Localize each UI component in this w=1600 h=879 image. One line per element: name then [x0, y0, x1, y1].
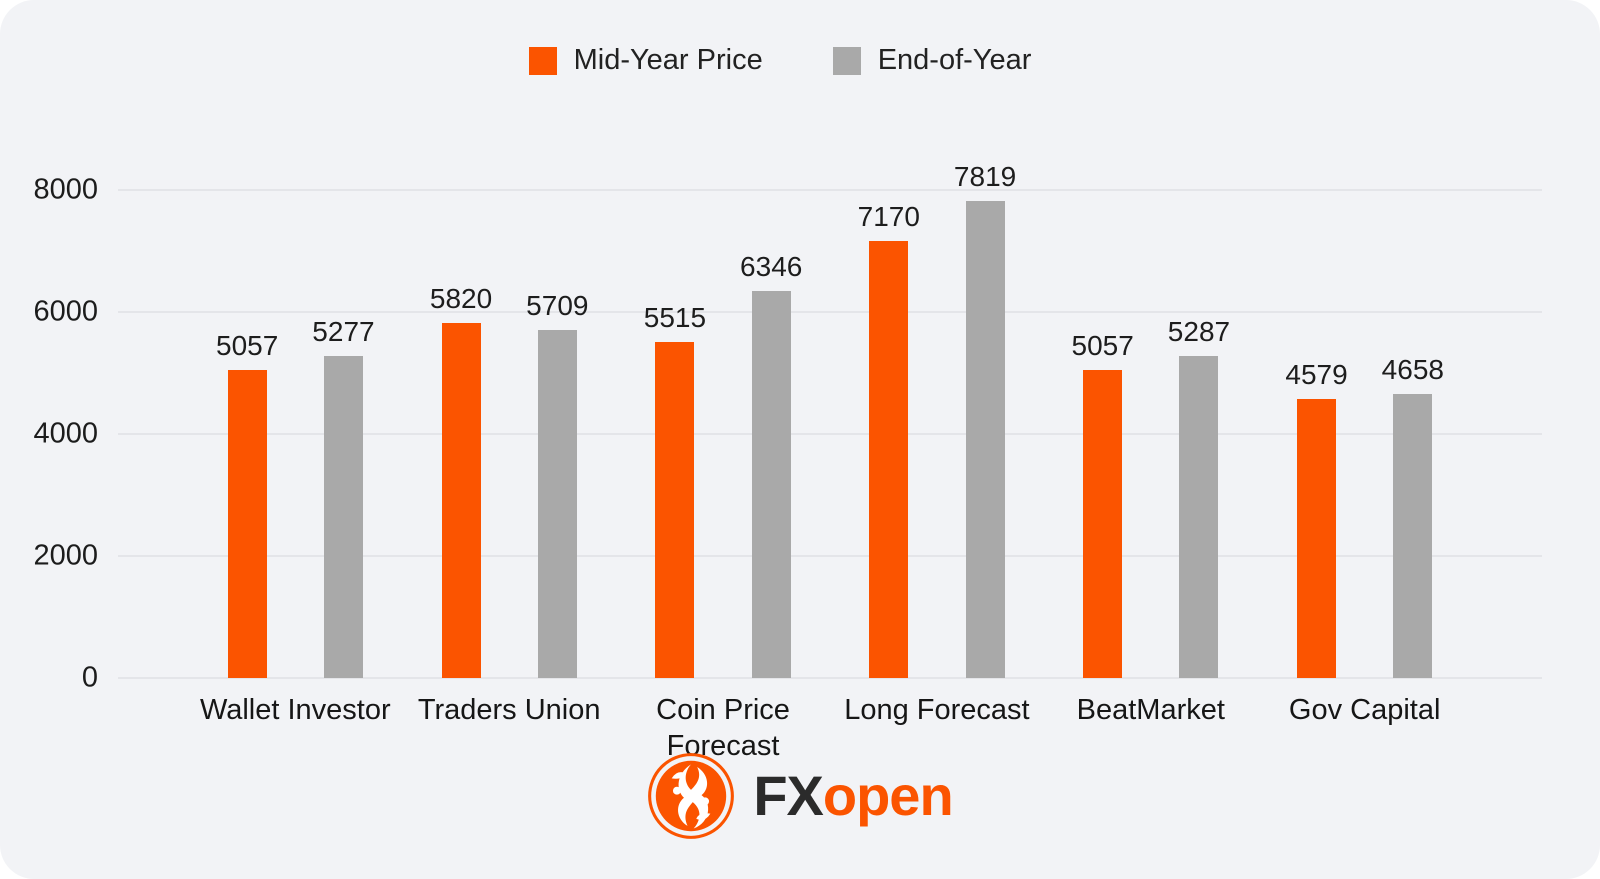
legend-item: Mid-Year Price: [528, 44, 763, 77]
bar-column: 5820: [430, 283, 492, 678]
category-label: Coin Price Forecast: [656, 694, 790, 763]
bar-pair: 5057 5287: [1072, 190, 1231, 678]
bar-value-label: 5057: [1071, 329, 1134, 361]
bar-column: 7819: [954, 161, 1016, 678]
bar-column: 5277: [312, 316, 375, 678]
bar-value-label: 5287: [1167, 315, 1231, 347]
y-tick-label: 0: [81, 661, 98, 694]
bar-pair: 4579 4658: [1285, 190, 1444, 678]
bar-column: 5709: [526, 290, 588, 678]
brand-footer: FXopen: [0, 752, 1600, 840]
bar: [227, 369, 267, 678]
bar: [1393, 393, 1433, 678]
legend-label: Mid-Year Price: [573, 44, 763, 76]
bar-group: 5057 5287 BeatMarket: [1072, 190, 1231, 727]
legend-swatch-icon: [528, 46, 557, 75]
gridline: [118, 311, 1542, 313]
bar-value-label: 5820: [429, 282, 493, 314]
bar-value-label: 5277: [312, 316, 375, 348]
bar-column: 5057: [1072, 330, 1134, 678]
legend-label: End-of-Year: [877, 44, 1032, 76]
bar: [869, 240, 909, 678]
bar-value-label: 4579: [1285, 358, 1348, 390]
bar-pair: 7170 7819: [858, 161, 1016, 678]
bar-groups: 5057 5277 Wallet Investor 5820 5709 Traders U…: [118, 161, 1542, 762]
bar: [1083, 369, 1123, 678]
bar-value-label: 6346: [740, 250, 803, 282]
bar-pair: 5515 6346: [644, 190, 802, 678]
bar-value-label: 5057: [216, 329, 279, 361]
gridline: [118, 555, 1542, 557]
bar-value-label: 7819: [953, 161, 1017, 193]
bar-column: 4579: [1285, 358, 1348, 678]
gridline: [118, 433, 1542, 435]
bar-group: 4579 4658 Gov Capital: [1285, 190, 1444, 726]
bar-column: 5287: [1167, 315, 1231, 678]
category-label: Wallet Investor: [199, 694, 391, 726]
bar-column: 7170: [858, 201, 920, 678]
bar-value-label: 5515: [643, 301, 707, 333]
category-label: Gov Capital: [1288, 694, 1441, 726]
bar: [323, 356, 363, 678]
bar-group: 5820 5709 Traders Union: [418, 190, 601, 726]
brand-open-text: open: [822, 764, 954, 827]
gridline: [118, 677, 1542, 679]
y-tick-label: 4000: [33, 417, 98, 450]
bar-column: 6346: [740, 251, 802, 678]
bar-column: 5057: [216, 330, 278, 678]
bar-column: 4658: [1382, 354, 1444, 678]
bar-value-label: 4658: [1381, 353, 1444, 385]
category-label: Long Forecast: [844, 694, 1030, 726]
bar-group: 7170 7819 Long Forecast: [844, 161, 1029, 726]
bar: [441, 322, 481, 678]
y-axis: 0 2000 4000 6000 8000: [0, 174, 98, 694]
bar: [751, 290, 791, 678]
bar-column: 5515: [644, 302, 706, 678]
plot-area: 5057 5277 Wallet Investor 5820 5709 Traders U…: [118, 161, 1542, 762]
bar-group: 5515 6346 Coin Price Forecast: [644, 190, 803, 762]
brand-fx-text: FX: [753, 764, 824, 827]
bar: [1297, 398, 1337, 678]
bar: [537, 329, 577, 678]
bar-group: 5057 5277 Wallet Investor: [200, 190, 391, 726]
gridline: [118, 189, 1542, 191]
legend-item: End-of-Year: [832, 44, 1032, 77]
y-tick-label: 8000: [33, 173, 98, 206]
bar-value-label: 7170: [857, 200, 920, 232]
bar-pair: 5057 5277: [216, 190, 375, 678]
legend: Mid-Year Price End-of-Year: [0, 44, 1560, 77]
bar: [655, 341, 695, 678]
bar: [1179, 355, 1219, 678]
category-label: BeatMarket: [1076, 694, 1225, 726]
bar-value-label: 5709: [526, 289, 589, 321]
bar: [965, 201, 1005, 678]
bar-pair: 5820 5709: [430, 190, 588, 678]
y-tick-label: 2000: [33, 539, 98, 572]
brand-wordmark: FXopen: [753, 768, 953, 824]
fxopen-logo-icon: [648, 753, 735, 839]
y-tick-label: 6000: [33, 295, 98, 328]
category-label: Traders Union: [417, 694, 601, 726]
legend-swatch-icon: [832, 46, 861, 75]
